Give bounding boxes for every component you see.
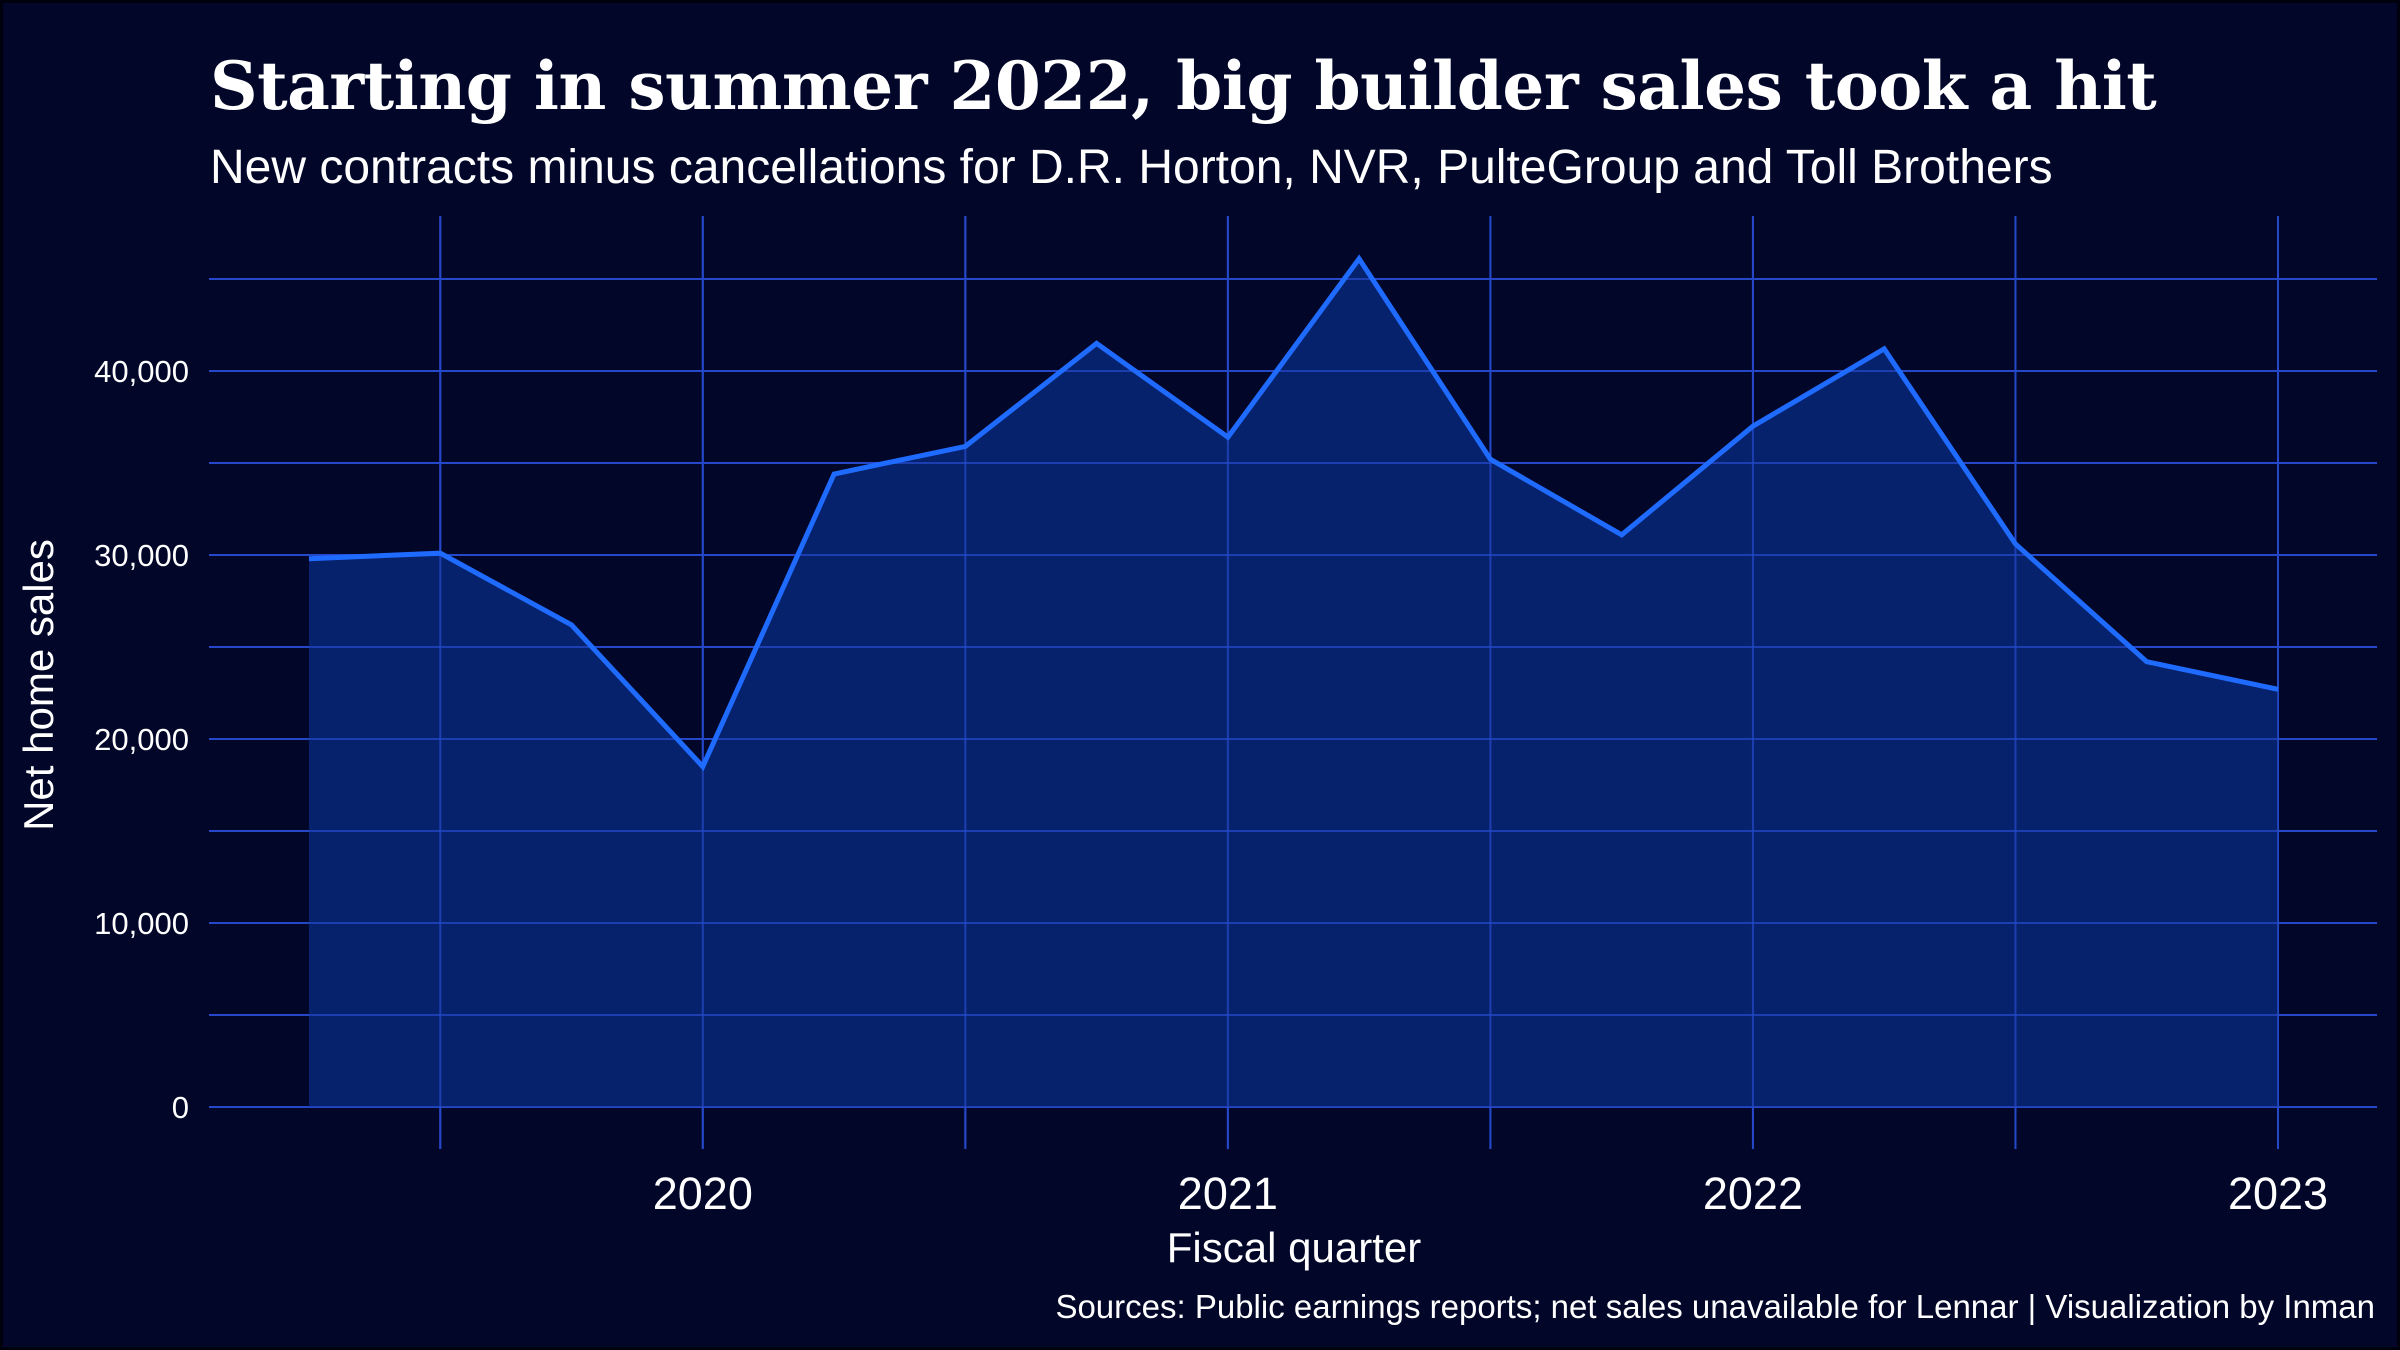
y-axis-label: Net home sales (15, 539, 62, 831)
gridlines-over-area (209, 216, 2377, 1149)
chart-subtitle: New contracts minus cancellations for D.… (210, 141, 2053, 194)
source-note: Sources: Public earnings reports; net sa… (1055, 1288, 2375, 1325)
y-axis-ticks: 0 10,000 20,000 30,000 40,000 (94, 354, 189, 1125)
y-tick-label: 20,000 (94, 722, 189, 757)
x-tick-label: 2020 (653, 1168, 753, 1219)
y-tick-label: 0 (172, 1090, 189, 1125)
chart-title: Starting in summer 2022, big builder sal… (210, 47, 2157, 125)
series-line (308, 254, 2279, 772)
x-tick-label: 2023 (2228, 1168, 2328, 1219)
x-axis-ticks: 2020 2021 2022 2023 (653, 1168, 2328, 1219)
data-points (308, 258, 2279, 767)
y-tick-label: 10,000 (94, 906, 189, 941)
y-tick-label: 40,000 (94, 354, 189, 389)
area-fill (309, 258, 2278, 1107)
x-axis-label: Fiscal quarter (1167, 1224, 1421, 1271)
x-tick-label: 2021 (1178, 1168, 1278, 1219)
x-tick-label: 2022 (1703, 1168, 1803, 1219)
y-tick-label: 30,000 (94, 538, 189, 573)
